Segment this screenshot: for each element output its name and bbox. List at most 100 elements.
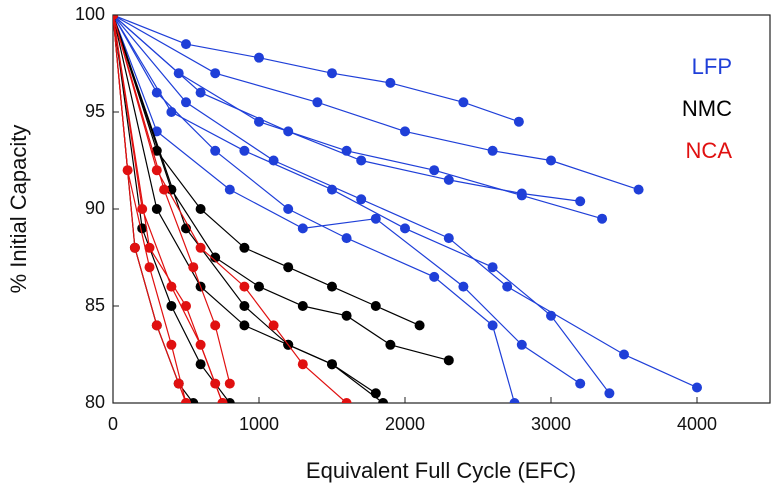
data-point — [166, 107, 177, 117]
data-point — [137, 204, 148, 214]
data-point — [268, 320, 279, 331]
data-point — [356, 194, 367, 205]
data-point — [502, 281, 513, 292]
series-line — [113, 15, 384, 403]
data-point — [370, 301, 381, 311]
data-point — [210, 320, 221, 331]
data-point — [575, 196, 586, 207]
data-point — [210, 252, 221, 263]
data-point — [239, 320, 250, 331]
data-point — [597, 213, 608, 224]
data-point — [268, 155, 279, 166]
plot-area — [113, 15, 702, 403]
data-point — [181, 39, 191, 50]
data-point — [378, 398, 389, 403]
data-point — [151, 320, 162, 331]
data-point — [181, 301, 191, 311]
data-point — [443, 355, 454, 366]
y-tick-label: 100 — [75, 4, 105, 24]
data-point — [122, 165, 133, 176]
y-tick-label: 95 — [85, 101, 105, 121]
data-point — [173, 68, 184, 79]
y-axis-title: % Initial Capacity — [6, 125, 31, 294]
data-point — [327, 68, 337, 79]
x-tick-label: 4000 — [677, 414, 717, 434]
data-point — [546, 155, 556, 166]
data-point — [239, 145, 250, 156]
data-point — [385, 339, 396, 350]
data-point — [487, 262, 498, 273]
data-point — [443, 233, 454, 244]
data-point — [195, 87, 206, 98]
x-tick-label: 0 — [108, 414, 118, 434]
data-point — [385, 77, 396, 88]
y-tick-label: 80 — [85, 392, 105, 412]
data-point — [297, 223, 308, 234]
data-point — [400, 126, 410, 137]
data-point — [400, 223, 410, 234]
data-point — [370, 213, 381, 224]
series-line — [113, 15, 698, 389]
data-point — [513, 116, 524, 127]
data-point — [458, 97, 469, 108]
data-point — [575, 378, 586, 389]
legend-label: NCA — [686, 138, 733, 163]
data-point — [619, 349, 629, 360]
data-point — [166, 301, 177, 311]
data-point — [341, 310, 352, 321]
data-point — [327, 281, 337, 292]
data-point — [151, 87, 162, 98]
data-point — [181, 398, 191, 403]
data-point — [487, 320, 498, 331]
x-tick-label: 1000 — [239, 414, 279, 434]
data-point — [312, 97, 323, 108]
data-point — [414, 320, 425, 331]
data-point — [509, 398, 520, 403]
data-point — [166, 281, 177, 292]
legend: LFP NMC NCA — [682, 54, 732, 163]
data-point — [254, 52, 264, 63]
data-point — [604, 388, 615, 399]
data-point — [188, 262, 199, 273]
data-point — [239, 242, 250, 253]
x-tick-label: 2000 — [385, 414, 425, 434]
data-point — [297, 359, 308, 370]
data-point — [151, 204, 162, 214]
data-point — [341, 398, 352, 403]
data-point — [129, 242, 140, 253]
data-point — [195, 359, 206, 370]
data-point — [181, 97, 191, 108]
data-point — [113, 15, 118, 20]
data-point — [327, 359, 337, 370]
series-line — [113, 15, 516, 403]
data-point — [144, 262, 155, 273]
legend-label: LFP — [692, 54, 732, 79]
data-point — [356, 155, 367, 166]
x-axis-title: Equivalent Full Cycle (EFC) — [306, 458, 576, 483]
data-point — [166, 339, 177, 350]
x-tick-label: 3000 — [531, 414, 571, 434]
data-point — [217, 398, 228, 403]
y-tick-label: 85 — [85, 295, 105, 315]
data-point — [341, 233, 352, 244]
data-point — [443, 174, 454, 185]
data-point — [239, 281, 250, 292]
data-point — [195, 204, 206, 214]
series-line — [113, 15, 420, 326]
data-point — [210, 68, 221, 79]
data-point — [692, 382, 702, 393]
legend-label: NMC — [682, 96, 732, 121]
data-point — [239, 301, 250, 311]
data-point — [458, 281, 469, 292]
data-point — [224, 184, 235, 195]
data-point — [283, 204, 294, 214]
data-point — [195, 242, 206, 253]
data-point — [297, 301, 308, 311]
data-point — [283, 262, 294, 273]
y-tick-label: 90 — [85, 198, 105, 218]
data-point — [429, 165, 440, 176]
data-point — [254, 281, 264, 292]
data-point — [210, 145, 221, 156]
series-line — [113, 15, 581, 385]
